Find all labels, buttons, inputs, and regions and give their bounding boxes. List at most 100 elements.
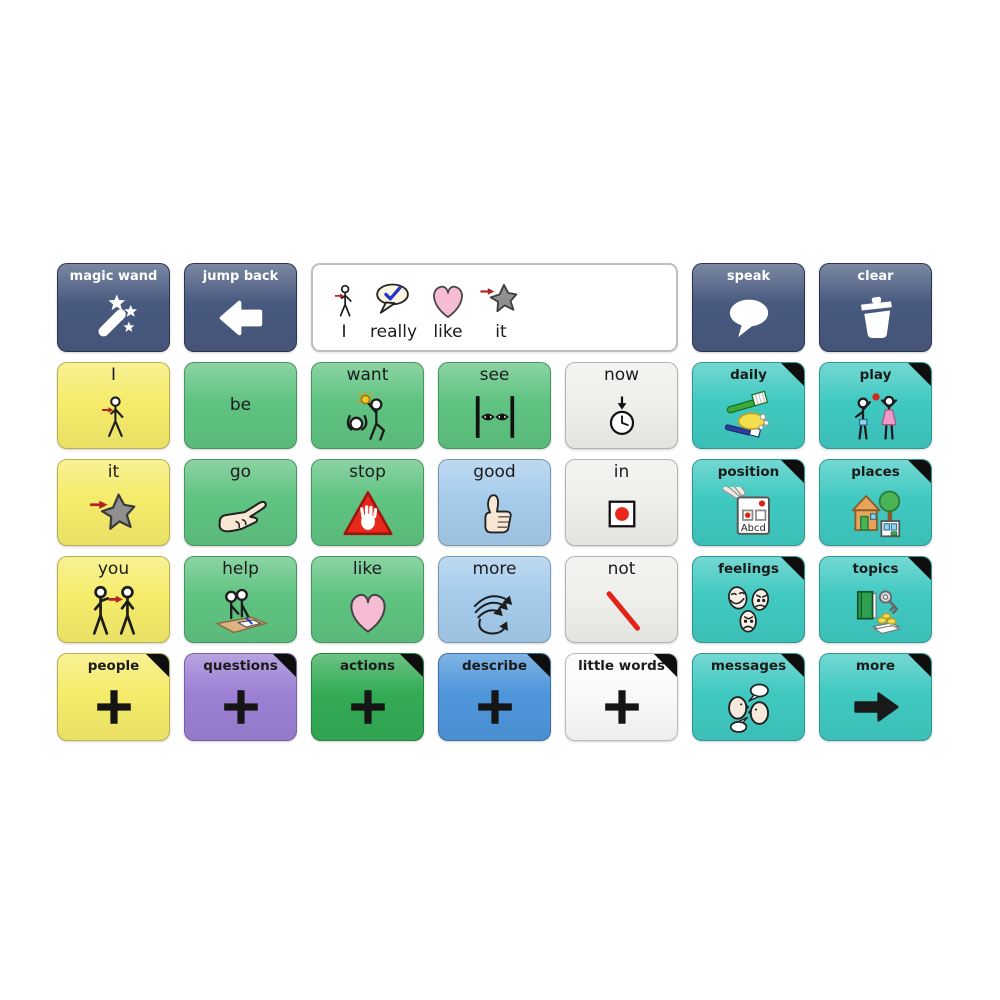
word-cell-see[interactable]: see [438, 362, 551, 449]
word-cell-now[interactable]: now [565, 362, 678, 449]
message-word: really [370, 279, 417, 342]
messages-icon [727, 683, 769, 734]
cell-label: describe [462, 658, 527, 674]
arrow-star-icon [480, 284, 518, 313]
word-cell-in[interactable]: in [565, 459, 678, 546]
folder-cell-little-words[interactable]: little words [565, 653, 678, 741]
icon-wrap [185, 285, 296, 351]
thumbs-up-icon [483, 494, 512, 534]
button-label: clear [857, 269, 894, 284]
message-word-text: like [433, 322, 463, 343]
message-word: like [426, 279, 470, 342]
folder-cell-position[interactable]: position Abcd [692, 459, 805, 546]
cell-label: help [222, 559, 259, 579]
folder-cell-places[interactable]: places [819, 459, 932, 546]
folder-cell-people[interactable]: people [57, 653, 170, 741]
folder-cell-more[interactable]: more [819, 653, 932, 741]
cell-label: not [607, 559, 636, 579]
icon-wrap [566, 483, 677, 545]
cell-label: people [87, 658, 140, 674]
icon-wrap [566, 580, 677, 642]
cell-label: in [613, 462, 630, 482]
help-icon [214, 588, 268, 633]
position-icon: Abcd [721, 486, 770, 535]
icon-wrap [185, 580, 296, 642]
word-cell-more[interactable]: more [438, 556, 551, 643]
word-cell-you[interactable]: you [57, 556, 170, 643]
button-label: speak [726, 269, 771, 284]
see-eyes-icon [475, 395, 514, 438]
word-cell-go[interactable]: go [184, 459, 297, 546]
message-window[interactable]: I really like it [311, 263, 678, 352]
folder-cell-play[interactable]: play [819, 362, 932, 449]
folder-cell-questions[interactable]: questions [184, 653, 297, 741]
cell-label: actions [339, 658, 396, 674]
word-cell-not[interactable]: not [565, 556, 678, 643]
word-cell-want[interactable]: want [311, 362, 424, 449]
word-cell-help[interactable]: help [184, 556, 297, 643]
jump-back-button[interactable]: jump back [184, 263, 297, 352]
cell-label: places [851, 464, 900, 480]
icon-wrap [820, 578, 931, 642]
plus-icon [477, 690, 512, 725]
icon-wrap [693, 578, 804, 642]
person-self-icon [101, 396, 123, 437]
plus-icon [223, 690, 258, 725]
cell-label: topics [852, 561, 899, 577]
icon-wrap [820, 285, 931, 351]
word-cell-be[interactable]: be [184, 362, 297, 449]
clear-button[interactable]: clear [819, 263, 932, 352]
trash-icon [860, 296, 892, 338]
stop-sign-icon [342, 490, 393, 535]
message-word: I [327, 279, 361, 342]
icon-wrap [185, 483, 296, 545]
magic-wand-icon [97, 294, 137, 337]
speech-bubble-icon [729, 299, 768, 338]
button-label: magic wand [69, 269, 158, 284]
icon-wrap [439, 483, 550, 545]
word-cell-it[interactable]: it [57, 459, 170, 546]
plus-icon [96, 690, 131, 725]
folder-corner [145, 654, 169, 678]
plus-icon [604, 690, 639, 725]
icon-wrap [439, 386, 550, 448]
places-icon [851, 490, 900, 537]
play-icon [854, 393, 897, 440]
word-cell-stop[interactable]: stop [311, 459, 424, 546]
folder-cell-actions[interactable]: actions [311, 653, 424, 741]
folder-corner [653, 654, 677, 678]
word-cell-i[interactable]: I [57, 362, 170, 449]
speak-button[interactable]: speak [692, 263, 805, 352]
cell-label: feelings [718, 561, 779, 577]
cell-label: questions [203, 658, 278, 674]
word-cell-like[interactable]: like [311, 556, 424, 643]
icon-wrap: Abcd [693, 481, 804, 545]
icon-wrap [185, 675, 296, 740]
folder-cell-messages[interactable]: messages [692, 653, 805, 741]
cell-label: I [110, 365, 116, 385]
plus-icon [350, 690, 385, 725]
message-word-text: I [341, 322, 347, 343]
cell-label: want [346, 365, 389, 385]
cell-label: little words [578, 658, 665, 674]
cell-label: stop [349, 462, 386, 482]
cell-label: more [472, 559, 517, 579]
folder-cell-topics[interactable]: topics [819, 556, 932, 643]
folder-cell-daily[interactable]: daily [692, 362, 805, 449]
daily-hygiene-icon [724, 390, 769, 438]
icon-wrap [312, 675, 423, 740]
magic-wand-button[interactable]: magic wand [57, 263, 170, 352]
cell-label: position [717, 464, 780, 480]
icon-wrap [312, 386, 423, 448]
button-label: jump back [202, 269, 279, 284]
cell-label: now [603, 365, 640, 385]
speech-check-icon [375, 283, 409, 314]
folder-cell-feelings[interactable]: feelings [692, 556, 805, 643]
icon-wrap [439, 580, 550, 642]
icon-wrap [820, 481, 931, 545]
icon-wrap [820, 384, 931, 448]
word-cell-good[interactable]: good [438, 459, 551, 546]
cell-label: daily [730, 367, 767, 383]
folder-cell-describe[interactable]: describe [438, 653, 551, 741]
cell-label: play [859, 367, 892, 383]
